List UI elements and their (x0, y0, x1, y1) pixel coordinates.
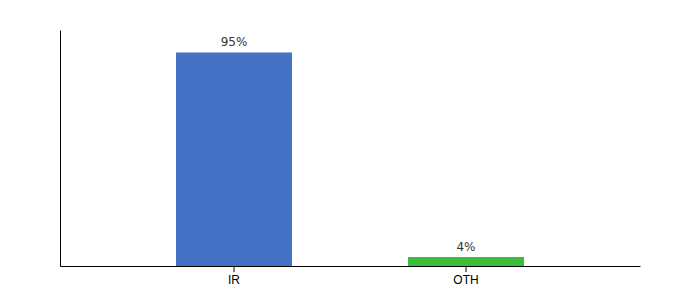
y-axis (60, 31, 61, 267)
bars (176, 52, 524, 266)
plot-area: IR OTH 95% 4% (61, 31, 641, 287)
x-tick-mark (234, 266, 235, 272)
bar (176, 52, 292, 266)
data-label: 4% (456, 240, 475, 254)
x-tick: IR (228, 266, 240, 287)
x-axis-line (61, 266, 641, 267)
x-tick-label: OTH (453, 273, 478, 287)
x-tick-label: IR (228, 273, 240, 287)
x-tick-mark (466, 266, 467, 272)
y-axis-line (60, 31, 61, 267)
data-label: 95% (221, 35, 248, 49)
x-axis: IR OTH (61, 266, 641, 287)
chart-svg: IR OTH 95% 4% (0, 0, 680, 300)
chart-container: IR OTH 95% 4% (0, 0, 680, 300)
bar (408, 257, 524, 266)
data-labels: 95% 4% (221, 35, 476, 254)
x-tick: OTH (453, 266, 478, 287)
